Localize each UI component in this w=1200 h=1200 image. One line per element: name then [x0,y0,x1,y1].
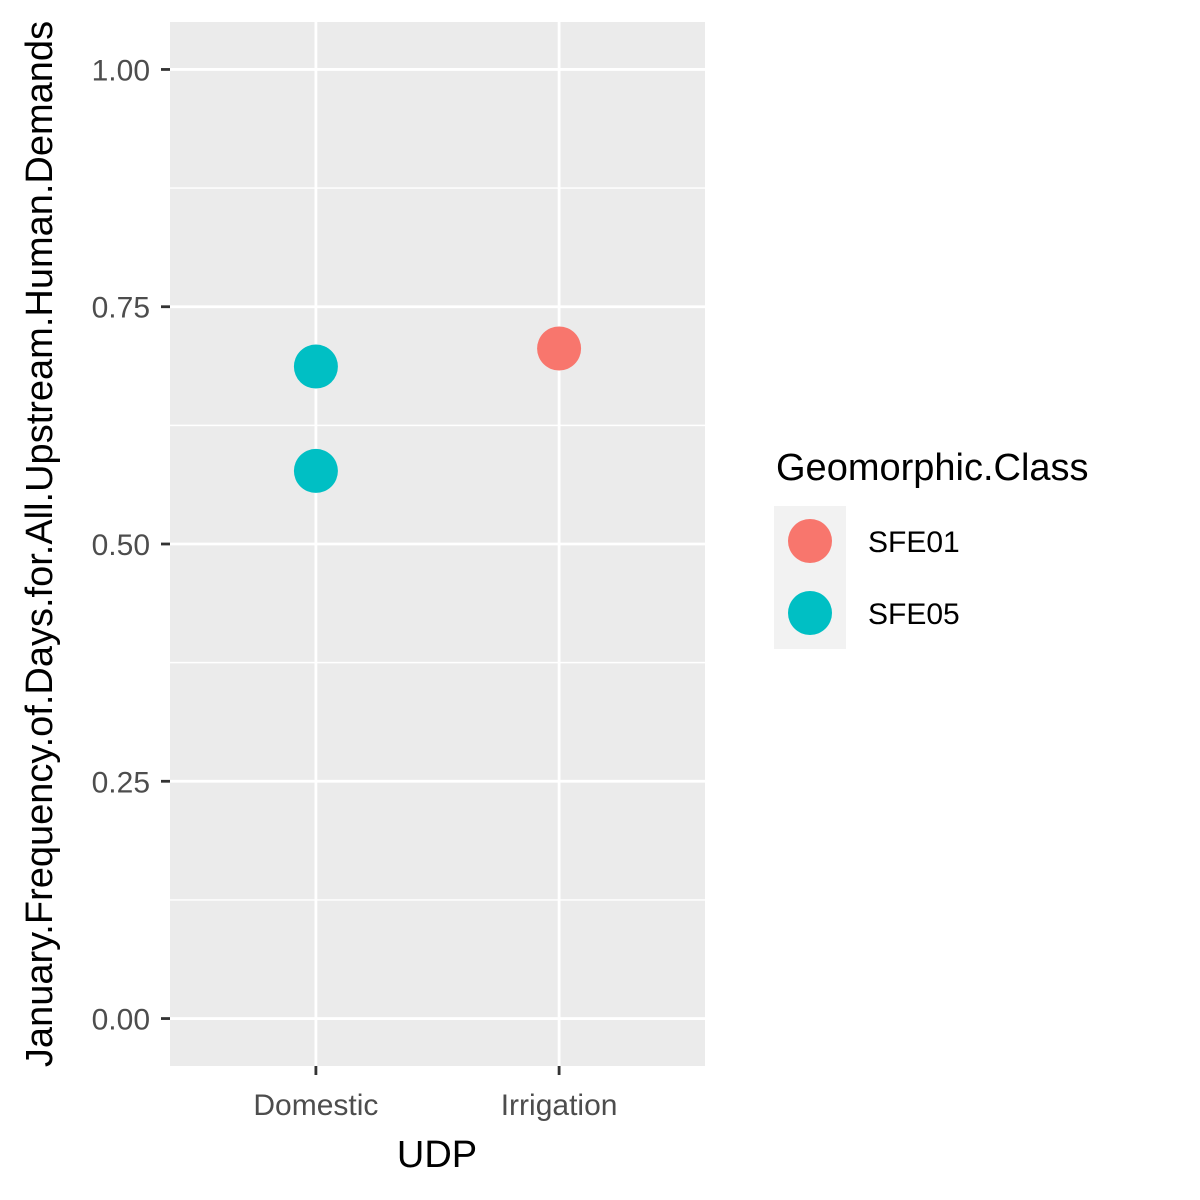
data-point [293,344,338,389]
y-axis: 0.00 0.25 0.50 0.75 1.00 [92,54,170,1037]
y-tick-label: 0.25 [92,766,150,799]
grid-major [170,22,705,1066]
legend-label: SFE01 [868,526,960,559]
y-tick-label: 0.50 [92,529,150,562]
data-points [293,326,582,493]
data-point [537,326,582,371]
y-tick-label: 1.00 [92,54,150,87]
legend-key [788,519,832,563]
x-tick-label: Domestic [253,1089,378,1122]
y-axis-title: January.Frequency.of.Days.for.All.Upstre… [19,21,61,1067]
legend-title: Geomorphic.Class [776,447,1089,489]
legend-key [788,591,832,635]
y-tick-label: 0.00 [92,1004,150,1037]
x-tick-label: Irrigation [501,1089,618,1122]
legend: Geomorphic.Class SFE01 SFE05 [774,447,1089,649]
data-point [293,448,338,493]
x-axis-title: UDP [397,1134,477,1176]
legend-label: SFE05 [868,598,960,631]
x-axis: Domestic Irrigation [253,1066,617,1122]
y-tick-label: 0.75 [92,292,150,325]
grid-minor [170,187,705,901]
